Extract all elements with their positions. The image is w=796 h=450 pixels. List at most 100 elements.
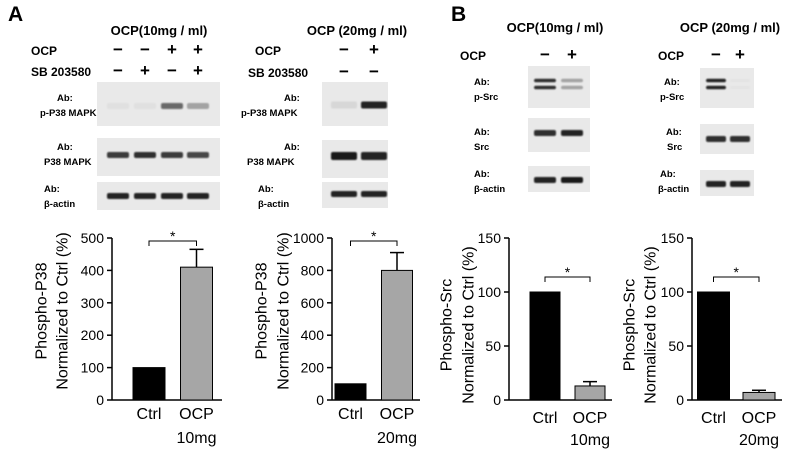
error-bar bbox=[752, 389, 766, 393]
y-tick-label: 50 bbox=[668, 338, 684, 354]
y-tick-label: 100 bbox=[478, 284, 502, 300]
minus-sign: − bbox=[140, 40, 150, 59]
antibody-prefix: Ab: bbox=[57, 93, 73, 104]
antibody-target: Src bbox=[667, 142, 682, 153]
minus-sign: − bbox=[339, 40, 349, 59]
y-tick-label: 500 bbox=[81, 230, 105, 246]
band bbox=[706, 85, 726, 90]
x-category-label: Ctrl bbox=[137, 406, 162, 423]
antibody-target: p-Src bbox=[474, 92, 498, 103]
y-tick-label: 50 bbox=[485, 338, 501, 354]
blot-strip bbox=[528, 118, 590, 152]
blot-group-3: OCP(10mg / ml) OCP − + Ab: p-Src Ab: Src Ab: β-ac… bbox=[460, 20, 603, 195]
condition-label: OCP bbox=[255, 44, 281, 58]
significance-star: * bbox=[371, 228, 377, 244]
antibody-target: p-P38 MAPK bbox=[40, 108, 97, 119]
antibody-target: p-Src bbox=[660, 92, 684, 103]
plus-sign: + bbox=[369, 40, 379, 59]
antibody-prefix: Ab: bbox=[44, 184, 60, 195]
band bbox=[706, 181, 726, 187]
x-category-label: OCP bbox=[380, 406, 415, 423]
band bbox=[730, 79, 750, 83]
condition-label: OCP bbox=[658, 49, 684, 63]
y-tick-label: 150 bbox=[478, 230, 502, 246]
antibody-prefix: Ab: bbox=[284, 142, 300, 153]
panel-label-b: B bbox=[451, 3, 466, 26]
significance-bracket bbox=[350, 240, 398, 246]
minus-sign: − bbox=[167, 61, 177, 80]
antibody-prefix: Ab: bbox=[664, 77, 680, 88]
bar-ctrl bbox=[697, 291, 730, 401]
band bbox=[187, 103, 209, 109]
bar-ctrl bbox=[132, 367, 166, 401]
significance-bracket bbox=[713, 276, 760, 282]
blot-strip bbox=[528, 166, 590, 192]
antibody-target: β-actin bbox=[658, 184, 689, 195]
blot-strip bbox=[322, 182, 388, 208]
y-tick-label: 100 bbox=[661, 284, 685, 300]
band bbox=[561, 85, 583, 90]
blot-strip bbox=[322, 140, 388, 178]
antibody-prefix: Ab: bbox=[284, 93, 300, 104]
antibody-prefix: Ab: bbox=[660, 169, 676, 180]
condition-label: SB 203580 bbox=[248, 66, 308, 80]
x-category-label: OCP bbox=[179, 406, 214, 423]
y-axis-label: Phospho-Src bbox=[439, 279, 456, 372]
blot-strip bbox=[700, 124, 754, 154]
band bbox=[161, 103, 183, 109]
band bbox=[161, 152, 183, 158]
significance-bracket bbox=[544, 276, 591, 282]
x-category-label: Ctrl bbox=[701, 410, 726, 427]
minus-sign: − bbox=[369, 62, 379, 81]
y-tick-label: 600 bbox=[301, 295, 325, 311]
y-axis-label: Normalized to Ctrl (%) bbox=[276, 232, 293, 389]
y-axis-label: Normalized to Ctrl (%) bbox=[55, 232, 72, 389]
minus-sign: − bbox=[339, 62, 349, 81]
plus-sign: + bbox=[735, 45, 745, 64]
blot-group-1: OCP(10mg / ml)OCP − − + +SB 203580− + − +Ab:p-P… bbox=[31, 23, 220, 210]
y-tick-label: 0 bbox=[493, 392, 501, 408]
band bbox=[134, 193, 156, 199]
condition-label: OCP bbox=[460, 49, 486, 63]
plus-sign: + bbox=[167, 40, 177, 59]
band bbox=[331, 152, 357, 160]
condition-label: OCP bbox=[31, 44, 57, 58]
band bbox=[361, 101, 387, 109]
band bbox=[534, 177, 556, 183]
blot-strip bbox=[700, 170, 754, 196]
bar-chart-2: 0 200 400 600 800 1000 Phospho-P38 Normalized t… bbox=[254, 228, 420, 447]
band bbox=[730, 181, 750, 187]
band bbox=[187, 193, 209, 199]
antibody-target: β-actin bbox=[258, 199, 289, 210]
blot-group-2: OCP (20mg / ml) OCP − + SB 203580 − − Ab: p-P38 … bbox=[241, 23, 407, 210]
bar-ocp bbox=[742, 391, 776, 401]
blot-strip bbox=[97, 182, 220, 210]
error-bar bbox=[390, 251, 404, 271]
y-tick-label: 200 bbox=[81, 327, 105, 343]
band bbox=[730, 86, 750, 90]
x-category-label: OCP bbox=[573, 410, 608, 427]
y-axis-label: Normalized to Ctrl (%) bbox=[461, 246, 478, 403]
antibody-target: p-P38 MAPK bbox=[241, 108, 298, 119]
x-category-sublabel: 10mg bbox=[570, 432, 610, 449]
band bbox=[534, 78, 556, 83]
band bbox=[534, 130, 556, 136]
bar-ocp bbox=[381, 269, 413, 401]
x-category-label: Ctrl bbox=[338, 406, 363, 423]
y-tick-label: 0 bbox=[316, 392, 324, 408]
minus-sign: − bbox=[540, 45, 550, 64]
y-tick-label: 400 bbox=[81, 262, 105, 278]
condition-label: SB 203580 bbox=[31, 65, 91, 79]
band bbox=[134, 103, 156, 109]
band bbox=[706, 78, 726, 83]
blot-title: OCP (20mg / ml) bbox=[307, 23, 407, 38]
blot-title: OCP(10mg / ml) bbox=[507, 20, 604, 35]
blot-strip bbox=[528, 66, 590, 108]
blot-strip bbox=[97, 138, 220, 176]
antibody-target: β-actin bbox=[44, 199, 75, 210]
blot-strip bbox=[700, 68, 754, 108]
band bbox=[134, 152, 156, 158]
antibody-prefix: Ab: bbox=[57, 142, 73, 153]
minus-sign: − bbox=[113, 61, 123, 80]
